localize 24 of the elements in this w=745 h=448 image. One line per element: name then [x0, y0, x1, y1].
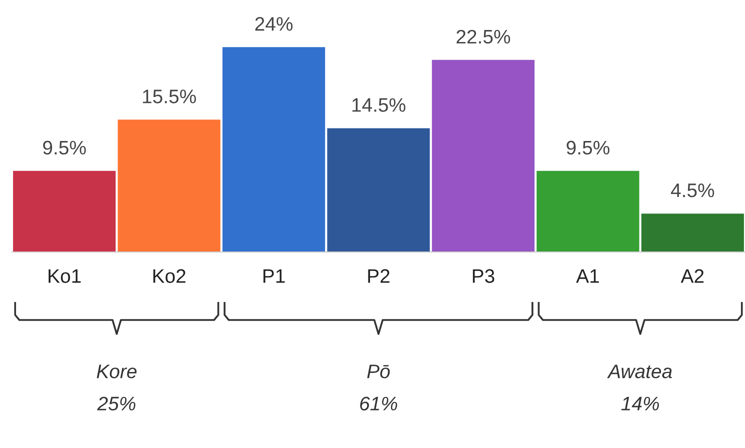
data-label: 4.5% [670, 184, 714, 198]
data-label: 15.5% [142, 90, 196, 104]
bar [13, 170, 116, 252]
text: Pō 61% [360, 364, 398, 410]
data-label: 14.5% [352, 98, 406, 112]
data-label: 22.5% [456, 30, 510, 44]
bar [641, 214, 744, 252]
x-tick-label: P1 [263, 269, 285, 283]
x-tick-label: P2 [368, 269, 390, 283]
bar [432, 60, 535, 252]
bar [222, 47, 326, 252]
x-tick-label: A1 [576, 269, 599, 283]
data-label: 9.5% [566, 140, 610, 155]
x-tick-label: Ko2 [153, 269, 186, 283]
bar [536, 170, 640, 252]
bar [118, 120, 220, 252]
bar [327, 128, 430, 252]
data-label: 24% [255, 17, 293, 31]
x-tick-label: P3 [472, 269, 494, 283]
x-tick-label: Ko1 [48, 269, 81, 283]
x-tick-label: A2 [680, 269, 704, 283]
data-label: 9.5% [43, 140, 86, 155]
text: Awatea 14% [607, 364, 672, 410]
text: Kore 25% [96, 364, 137, 410]
